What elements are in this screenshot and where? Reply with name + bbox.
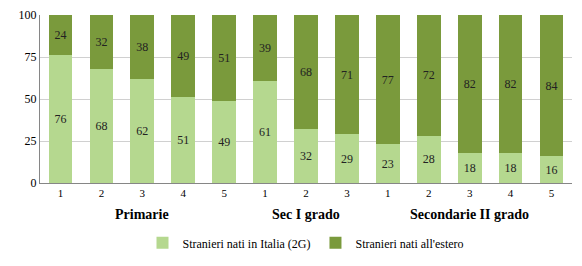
- svg-text:2: 2: [426, 187, 432, 199]
- svg-text:49: 49: [177, 49, 189, 63]
- svg-text:2: 2: [99, 187, 105, 199]
- svg-text:0: 0: [31, 176, 37, 190]
- svg-text:50: 50: [25, 92, 37, 106]
- svg-text:23: 23: [382, 157, 394, 171]
- svg-text:100: 100: [19, 8, 37, 22]
- svg-text:61: 61: [259, 125, 271, 139]
- svg-text:Secondarie II grado: Secondarie II grado: [410, 207, 529, 222]
- svg-text:18: 18: [464, 161, 476, 175]
- svg-text:68: 68: [95, 119, 107, 133]
- svg-text:72: 72: [423, 68, 435, 82]
- svg-text:25: 25: [25, 134, 37, 148]
- svg-text:3: 3: [344, 187, 350, 199]
- svg-text:2: 2: [303, 187, 309, 199]
- svg-text:4: 4: [180, 187, 186, 199]
- svg-text:16: 16: [546, 163, 558, 177]
- svg-text:39: 39: [259, 41, 271, 55]
- svg-text:Stranieri nati all'estero: Stranieri nati all'estero: [355, 237, 463, 251]
- svg-text:49: 49: [218, 135, 230, 149]
- svg-text:Primarie: Primarie: [115, 207, 169, 222]
- svg-text:3: 3: [467, 187, 473, 199]
- svg-text:51: 51: [177, 133, 189, 147]
- svg-text:1: 1: [262, 187, 268, 199]
- svg-text:68: 68: [300, 65, 312, 79]
- svg-text:Sec I grado: Sec I grado: [272, 207, 340, 222]
- svg-text:51: 51: [218, 51, 230, 65]
- svg-text:24: 24: [54, 28, 66, 42]
- svg-text:1: 1: [385, 187, 391, 199]
- svg-text:82: 82: [505, 77, 517, 91]
- svg-text:28: 28: [423, 152, 435, 166]
- svg-text:76: 76: [54, 112, 66, 126]
- svg-text:Stranieri nati in Italia (2G): Stranieri nati in Italia (2G): [183, 237, 311, 251]
- svg-text:84: 84: [546, 79, 558, 93]
- svg-text:5: 5: [549, 187, 555, 199]
- svg-text:5: 5: [221, 187, 227, 199]
- svg-text:62: 62: [136, 124, 148, 138]
- svg-text:4: 4: [508, 187, 514, 199]
- svg-text:3: 3: [140, 187, 146, 199]
- svg-text:32: 32: [300, 149, 312, 163]
- svg-text:32: 32: [95, 35, 107, 49]
- svg-text:18: 18: [505, 161, 517, 175]
- svg-text:75: 75: [25, 50, 37, 64]
- svg-text:82: 82: [464, 77, 476, 91]
- svg-text:71: 71: [341, 68, 353, 82]
- svg-text:1: 1: [58, 187, 64, 199]
- svg-text:77: 77: [382, 73, 394, 87]
- svg-text:29: 29: [341, 152, 353, 166]
- svg-text:38: 38: [136, 40, 148, 54]
